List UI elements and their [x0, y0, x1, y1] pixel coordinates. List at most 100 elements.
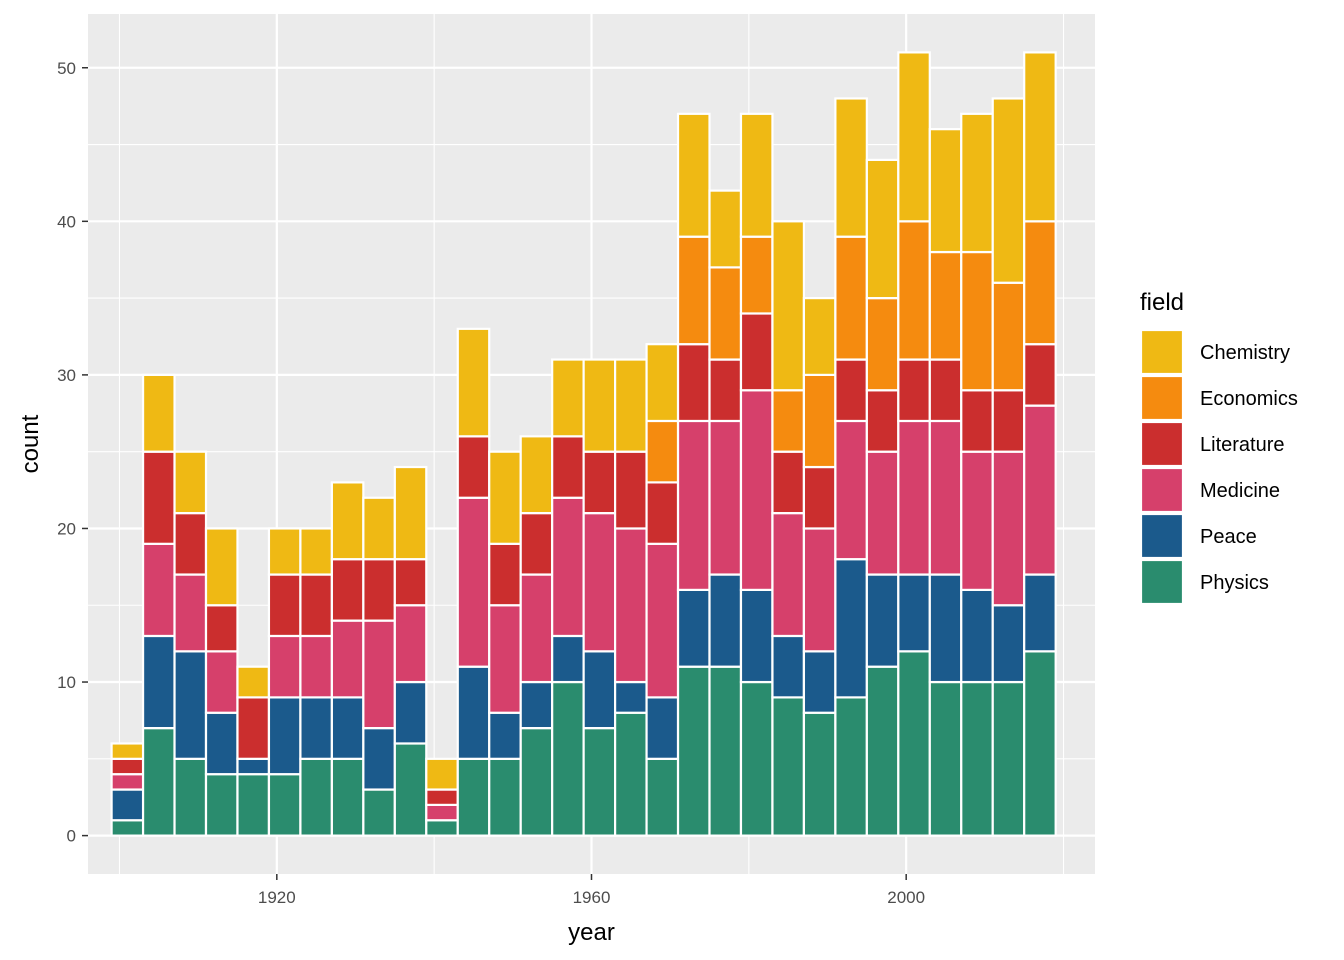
bar-segment-physics — [865, 665, 900, 837]
bar-segment-literature — [519, 512, 554, 576]
bar-segment-chemistry — [928, 128, 963, 254]
y-tick-label: 40 — [57, 212, 76, 231]
bar-segment-peace — [676, 588, 711, 668]
bar-segment-economics — [708, 266, 743, 361]
bar-segment-peace — [173, 650, 208, 760]
bar-segment-peace — [834, 558, 868, 699]
bar-segment-economics — [834, 235, 868, 361]
bar-segment-medicine — [393, 604, 428, 684]
bar-segment-literature — [645, 481, 680, 545]
bar-segment-literature — [676, 343, 711, 423]
legend-key-physics — [1139, 558, 1185, 606]
bar-segment-economics — [897, 220, 931, 361]
bar-segment-peace — [488, 711, 522, 760]
bar-segment-chemistry — [456, 327, 491, 438]
bar-segment-physics — [1023, 650, 1057, 837]
bar-segment-peace — [519, 680, 554, 730]
bar-segment-chemistry — [865, 158, 900, 300]
bar-segment-literature — [614, 450, 648, 530]
bar-segment-medicine — [676, 419, 711, 591]
bar-segment-chemistry — [173, 450, 208, 515]
bar-segment-chemistry — [739, 112, 774, 238]
bar-segment-peace — [708, 573, 743, 668]
bar-segment-literature — [204, 604, 239, 653]
bar-segment-literature — [708, 358, 743, 423]
bar-segment-medicine — [519, 573, 554, 684]
bar-segment-literature — [456, 435, 491, 499]
bar-segment-chemistry — [676, 112, 711, 238]
bar-segment-medicine — [582, 512, 617, 653]
bar-segment-literature — [1023, 343, 1057, 407]
bar-segment-physics — [425, 819, 459, 837]
bar-segment-medicine — [802, 527, 837, 653]
bar-segment-physics — [897, 650, 931, 837]
x-tick-label: 1920 — [258, 888, 296, 907]
bar-segment-physics — [614, 711, 648, 837]
bar-segment-medicine — [739, 389, 774, 591]
bar-segment-economics — [991, 281, 1026, 392]
bar-segment-economics — [960, 250, 994, 392]
bar-segment-medicine — [645, 542, 680, 699]
bar-segment-medicine — [708, 419, 743, 576]
bar-segment-literature — [739, 312, 774, 392]
bar-segment-literature — [141, 450, 176, 545]
bar-segment-economics — [739, 235, 774, 315]
bar-segment-chemistry — [771, 220, 806, 392]
bar-segment-chemistry — [362, 496, 396, 561]
bar-segment-physics — [645, 757, 680, 837]
bar-segment-chemistry — [645, 343, 680, 423]
bar-segment-literature — [834, 358, 868, 423]
bar-segment-physics — [204, 773, 239, 837]
bar-segment-physics — [488, 757, 522, 837]
bar-segment-peace — [1023, 573, 1057, 653]
bar-segment-physics — [960, 680, 994, 837]
bar-segment-medicine — [110, 773, 145, 791]
bar-segment-peace — [330, 696, 365, 760]
bar-segment-physics — [456, 757, 491, 837]
bars-layer — [110, 51, 1057, 837]
bar-segment-medicine — [488, 604, 522, 714]
bar-segment-literature — [897, 358, 931, 423]
bar-segment-peace — [897, 573, 931, 653]
bar-segment-medicine — [960, 450, 994, 591]
bar-segment-chemistry — [708, 189, 743, 269]
bar-segment-literature — [173, 512, 208, 576]
bar-segment-physics — [582, 727, 617, 837]
bar-segment-chemistry — [519, 435, 554, 515]
bar-segment-physics — [708, 665, 743, 837]
bar-segment-chemistry — [834, 97, 868, 238]
bar-segment-literature — [236, 696, 271, 760]
x-tick-label: 1960 — [573, 888, 611, 907]
bar-segment-chemistry — [393, 465, 428, 561]
bar-segment-chemistry — [551, 358, 585, 438]
y-tick-label: 20 — [57, 519, 76, 538]
bar-segment-peace — [960, 588, 994, 684]
bar-segment-physics — [739, 680, 774, 837]
y-axis: 0 10 20 30 40 50 — [57, 59, 88, 846]
bar-segment-literature — [771, 450, 806, 515]
bar-segment-literature — [865, 389, 900, 453]
bar-segment-economics — [802, 373, 837, 469]
bar-segment-literature — [802, 465, 837, 530]
bar-segment-physics — [362, 788, 396, 837]
bar-segment-physics — [771, 696, 806, 837]
bar-segment-peace — [236, 757, 271, 776]
bar-segment-physics — [141, 727, 176, 837]
bar-segment-peace — [551, 634, 585, 684]
bar-segment-medicine — [173, 573, 208, 653]
bar-segment-literature — [960, 389, 994, 453]
legend-label-chemistry: Chemistry — [1200, 342, 1290, 364]
bar-segment-peace — [645, 696, 680, 760]
bar-segment-economics — [865, 297, 900, 392]
bar-segment-physics — [330, 757, 365, 837]
bar-segment-medicine — [1023, 404, 1057, 576]
bar-segment-chemistry — [204, 527, 239, 607]
legend-title: field — [1140, 289, 1184, 316]
bar-segment-medicine — [614, 527, 648, 684]
bar-segment-medicine — [425, 803, 459, 822]
bar-segment-physics — [110, 819, 145, 837]
bar-segment-chemistry — [960, 112, 994, 254]
legend-label-medicine: Medicine — [1200, 480, 1280, 502]
bar-segment-chemistry — [897, 51, 931, 223]
bar-segment-physics — [991, 680, 1026, 837]
